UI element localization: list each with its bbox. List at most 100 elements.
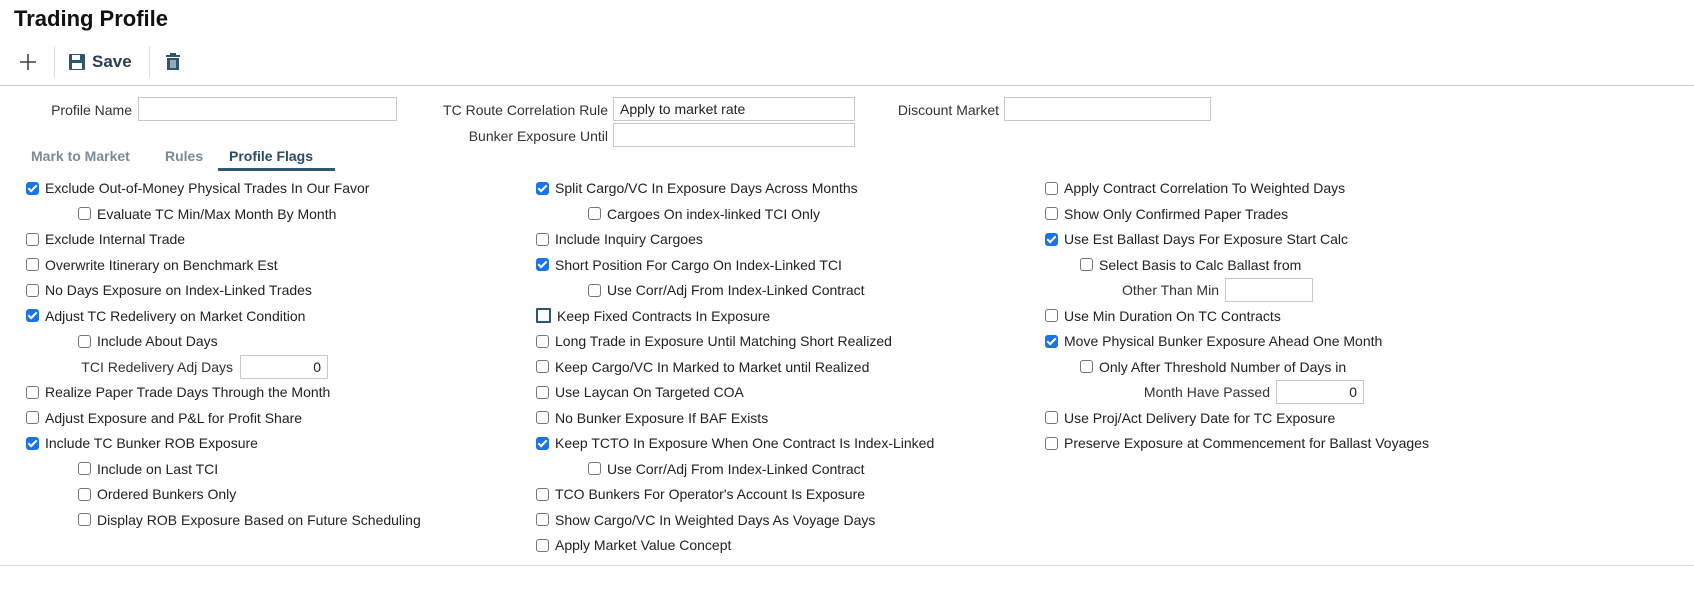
flag-checkbox[interactable]: Keep Cargo/VC In Marked to Market until … bbox=[536, 357, 869, 377]
tab-rules[interactable]: Rules bbox=[165, 148, 204, 164]
flag-checkbox[interactable]: Use Laycan On Targeted COA bbox=[536, 382, 744, 402]
checkbox-unchecked-icon[interactable] bbox=[78, 462, 91, 475]
toolbar-divider bbox=[149, 46, 150, 78]
flag-checkbox[interactable]: Show Only Confirmed Paper Trades bbox=[1045, 204, 1288, 224]
profile-name-label: Profile Name bbox=[51, 102, 132, 118]
flag-checkbox[interactable]: Evaluate TC Min/Max Month By Month bbox=[78, 204, 336, 224]
flag-checkbox[interactable]: TCO Bunkers For Operator's Account Is Ex… bbox=[536, 484, 865, 504]
flag-checkbox[interactable]: Adjust TC Redelivery on Market Condition bbox=[26, 306, 305, 326]
checkbox-unchecked-icon[interactable] bbox=[1045, 436, 1058, 450]
flag-checkbox[interactable]: Use Min Duration On TC Contracts bbox=[1045, 306, 1281, 326]
flag-checkbox[interactable]: Long Trade in Exposure Until Matching Sh… bbox=[536, 331, 892, 351]
flag-checkbox[interactable]: Move Physical Bunker Exposure Ahead One … bbox=[1045, 331, 1382, 351]
checkbox-label: Short Position For Cargo On Index-Linked… bbox=[555, 256, 842, 273]
checkbox-unchecked-icon[interactable] bbox=[1045, 181, 1058, 195]
flag-checkbox[interactable]: Use Est Ballast Days For Exposure Start … bbox=[1045, 229, 1348, 249]
flag-checkbox[interactable]: Include Inquiry Cargoes bbox=[536, 229, 703, 249]
flag-checkbox[interactable]: Keep TCTO In Exposure When One Contract … bbox=[536, 433, 934, 453]
checkbox-checked-icon[interactable] bbox=[26, 436, 39, 450]
checkbox-unchecked-icon[interactable] bbox=[536, 360, 549, 373]
checkbox-label: Apply Market Value Concept bbox=[555, 537, 732, 553]
checkbox-checked-icon[interactable] bbox=[26, 309, 39, 322]
checkbox-label: Evaluate TC Min/Max Month By Month bbox=[97, 205, 337, 222]
checkbox-unchecked-icon[interactable] bbox=[536, 334, 549, 348]
checkbox-checked-icon[interactable] bbox=[26, 181, 39, 195]
checkbox-unchecked-icon[interactable] bbox=[1045, 411, 1058, 424]
flag-checkbox[interactable]: Include on Last TCI bbox=[78, 459, 218, 479]
flag-checkbox[interactable]: No Bunker Exposure If BAF Exists bbox=[536, 408, 768, 428]
bunker-exposure-until-input[interactable] bbox=[613, 123, 855, 147]
flag-checkbox[interactable]: Apply Market Value Concept bbox=[536, 535, 731, 555]
checkbox-unchecked-icon[interactable] bbox=[1080, 360, 1093, 373]
flag-checkbox[interactable]: Preserve Exposure at Commencement for Ba… bbox=[1045, 433, 1429, 453]
flag-checkbox[interactable]: Ordered Bunkers Only bbox=[78, 484, 236, 504]
profile-name-input[interactable] bbox=[138, 97, 397, 121]
checkbox-unchecked-icon[interactable] bbox=[536, 487, 549, 501]
checkbox-unchecked-icon[interactable] bbox=[536, 411, 549, 424]
checkbox-label: Show Only Confirmed Paper Trades bbox=[1064, 205, 1289, 222]
checkbox-checked-icon[interactable] bbox=[536, 258, 549, 271]
checkbox-unchecked-icon[interactable] bbox=[26, 385, 39, 399]
flag-checkbox[interactable]: Exclude Out-of-Money Physical Trades In … bbox=[26, 178, 369, 198]
checkbox-label: No Bunker Exposure If BAF Exists bbox=[555, 409, 769, 426]
checkbox-unchecked-icon[interactable] bbox=[78, 334, 91, 348]
tab-profile-flags[interactable]: Profile Flags bbox=[229, 148, 314, 164]
tab-mark-to-market[interactable]: Mark to Market bbox=[31, 148, 130, 164]
checkbox-checked-icon[interactable] bbox=[536, 181, 549, 195]
flag-checkbox[interactable]: Keep Fixed Contracts In Exposure bbox=[536, 306, 770, 326]
checkbox-unchecked-icon[interactable] bbox=[1045, 309, 1058, 322]
checkbox-unchecked-icon[interactable] bbox=[78, 487, 91, 501]
checkbox-unchecked-icon[interactable] bbox=[536, 538, 549, 552]
checkbox-unchecked-icon[interactable] bbox=[26, 232, 39, 246]
flag-checkbox[interactable]: Select Basis to Calc Ballast from bbox=[1080, 255, 1301, 275]
flag-checkbox[interactable]: Use Corr/Adj From Index-Linked Contract bbox=[588, 459, 865, 479]
flag-checkbox[interactable]: Adjust Exposure and P&L for Profit Share bbox=[26, 408, 302, 428]
flag-checkbox[interactable]: Cargoes On index-linked TCI Only bbox=[588, 204, 820, 224]
flag-checkbox[interactable]: Overwrite Itinerary on Benchmark Est bbox=[26, 255, 278, 275]
number-input[interactable] bbox=[1225, 278, 1313, 302]
flag-checkbox[interactable]: Include TC Bunker ROB Exposure bbox=[26, 433, 258, 453]
number-input[interactable] bbox=[1276, 380, 1364, 404]
checkbox-unchecked-icon[interactable] bbox=[536, 308, 551, 323]
checkbox-label: Use Est Ballast Days For Exposure Start … bbox=[1064, 231, 1348, 247]
flag-checkbox[interactable]: Only After Threshold Number of Days in bbox=[1080, 357, 1346, 377]
flag-checkbox[interactable]: Use Proj/Act Delivery Date for TC Exposu… bbox=[1045, 408, 1335, 428]
checkbox-unchecked-icon[interactable] bbox=[78, 207, 91, 220]
checkbox-unchecked-icon[interactable] bbox=[26, 283, 39, 297]
checkbox-checked-icon[interactable] bbox=[536, 436, 549, 450]
flag-checkbox[interactable]: Realize Paper Trade Days Through the Mon… bbox=[26, 382, 330, 402]
flag-checkbox[interactable]: No Days Exposure on Index-Linked Trades bbox=[26, 280, 312, 300]
delete-button[interactable] bbox=[164, 48, 182, 76]
checkbox-unchecked-icon[interactable] bbox=[26, 411, 39, 424]
number-input[interactable] bbox=[240, 354, 328, 379]
checkbox-unchecked-icon[interactable] bbox=[536, 232, 549, 246]
checkbox-label: No Days Exposure on Index-Linked Trades bbox=[45, 282, 312, 298]
save-button[interactable]: Save bbox=[68, 48, 132, 76]
checkbox-unchecked-icon[interactable] bbox=[1080, 258, 1093, 271]
checkbox-unchecked-icon[interactable] bbox=[536, 385, 549, 399]
checkbox-label: Keep Fixed Contracts In Exposure bbox=[557, 307, 771, 324]
flag-checkbox[interactable]: Include About Days bbox=[78, 331, 218, 351]
checkbox-unchecked-icon[interactable] bbox=[588, 283, 601, 297]
tc-route-correlation-input[interactable] bbox=[613, 97, 855, 121]
add-button[interactable] bbox=[18, 48, 38, 76]
checkbox-unchecked-icon[interactable] bbox=[26, 258, 39, 271]
checkbox-unchecked-icon[interactable] bbox=[588, 462, 601, 475]
flag-checkbox[interactable]: Show Cargo/VC In Weighted Days As Voyage… bbox=[536, 510, 875, 530]
flag-checkbox[interactable]: Display ROB Exposure Based on Future Sch… bbox=[78, 510, 421, 530]
checkbox-label: Include on Last TCI bbox=[97, 460, 219, 477]
checkbox-unchecked-icon[interactable] bbox=[588, 207, 601, 220]
checkbox-unchecked-icon[interactable] bbox=[536, 513, 549, 526]
flag-checkbox[interactable]: Short Position For Cargo On Index-Linked… bbox=[536, 255, 842, 275]
trash-icon bbox=[166, 53, 180, 70]
flag-checkbox[interactable]: Exclude Internal Trade bbox=[26, 229, 185, 249]
checkbox-unchecked-icon[interactable] bbox=[1045, 207, 1058, 220]
field-label: Month Have Passed bbox=[1143, 384, 1270, 400]
flag-checkbox[interactable]: Apply Contract Correlation To Weighted D… bbox=[1045, 178, 1345, 198]
checkbox-checked-icon[interactable] bbox=[1045, 334, 1058, 348]
flag-checkbox[interactable]: Split Cargo/VC In Exposure Days Across M… bbox=[536, 178, 858, 198]
discount-market-input[interactable] bbox=[1004, 97, 1211, 121]
checkbox-checked-icon[interactable] bbox=[1045, 232, 1058, 246]
flag-checkbox[interactable]: Use Corr/Adj From Index-Linked Contract bbox=[588, 280, 865, 300]
checkbox-unchecked-icon[interactable] bbox=[78, 513, 91, 526]
